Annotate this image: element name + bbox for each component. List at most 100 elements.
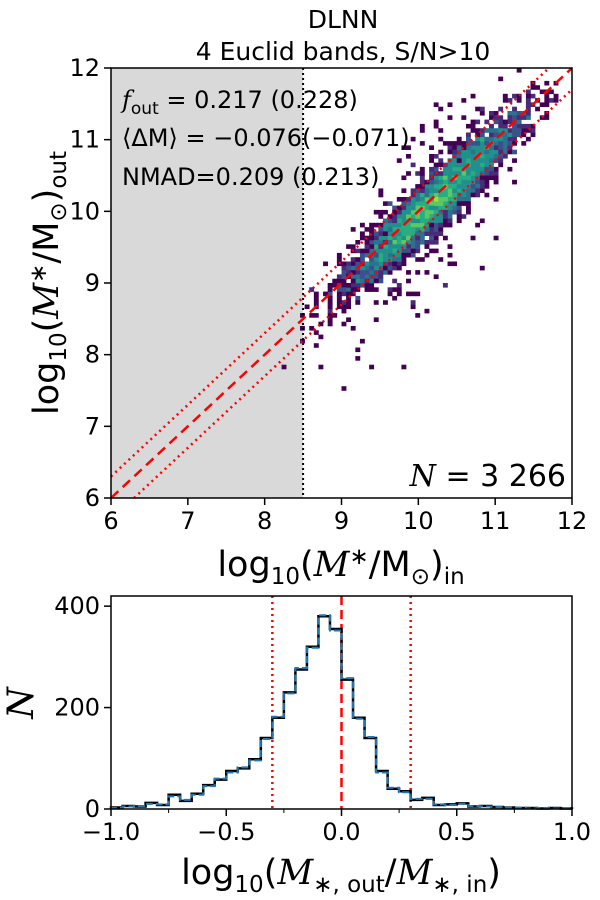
heatmap-cell [479,162,485,168]
heatmap-cell [382,235,388,241]
heatmap-cell [548,98,554,103]
heatmap-cell [387,265,393,271]
heatmap-cell [442,283,448,288]
heatmap-cell [429,184,434,189]
heatmap-cell [433,205,439,211]
heatmap-cell [369,287,375,292]
heatmap-cell [530,132,536,138]
heatmap-cell [378,214,384,219]
heatmap-cell [373,252,379,258]
heatmap-cell [346,244,352,249]
heatmap-cell [447,115,453,120]
heatmap-cell [341,321,347,327]
heatmap-cell [516,111,522,116]
heatmap-cell [373,231,379,236]
heatmap-cell [433,188,439,193]
heatmap-cell [415,248,421,254]
heatmap-cell [502,98,508,103]
heatmap-cell [498,128,504,133]
heatmap-cell [313,313,319,318]
heatmap-cell [442,218,448,224]
heatmap-cell [512,132,517,138]
heatmap-cell [507,132,513,138]
y-tick-label: 11 [69,126,100,154]
heatmap-cell [456,214,462,219]
heatmap-cell [530,93,536,99]
heatmap-cell [392,248,398,254]
heatmap-cell [470,162,476,168]
heatmap-cell [373,300,379,305]
heatmap-cell [502,154,508,159]
density-heatmap [281,68,559,391]
heatmap-cell [475,141,481,146]
heatmap-cell [313,343,319,348]
heatmap-cell [447,261,453,267]
heatmap-cell [461,179,467,185]
heatmap-cell [364,261,370,267]
heatmap-cell [452,145,458,150]
top-y-label: log10(M∗/M⊙)out [26,151,72,415]
heatmap-cell [447,244,453,249]
heatmap-cell [373,317,379,322]
heatmap-cell [401,227,407,232]
heatmap-cell [544,93,550,99]
heatmap-cell [378,188,384,193]
heatmap-cell [465,158,471,163]
heatmap-cell [327,283,333,288]
heatmap-cell [475,171,481,176]
heatmap-cell [470,145,476,150]
heatmap-cell [502,123,508,129]
heatmap-cell [493,128,499,133]
heatmap-cell [438,175,444,181]
heatmap-cell [392,205,398,211]
heatmap-cell [350,227,356,232]
heatmap-cell [507,166,513,172]
heatmap-cell [438,214,444,219]
heatmap-cell [336,278,342,284]
heatmap-cell [544,80,550,86]
heatmap-cell [456,218,462,224]
heatmap-cell [392,295,398,301]
heatmap-cell [336,300,342,305]
heatmap-cell [470,154,476,159]
heatmap-cell [369,240,375,245]
heatmap-cell [461,149,467,155]
heatmap-cell [489,111,494,116]
heatmap-cell [507,115,513,120]
heatmap-cell [521,123,527,129]
heatmap-cell [502,149,508,155]
heatmap-cell [433,179,439,185]
heatmap-cell [498,145,504,150]
heatmap-cell [438,201,444,206]
heatmap-cell [410,162,416,168]
heatmap-cell [465,201,471,206]
heatmap-cell [341,261,347,267]
heatmap-cell [447,209,453,215]
heatmap-cell [410,231,416,236]
heatmap-cell [512,115,517,120]
heatmap-cell [442,214,448,219]
heatmap-cell [438,162,444,168]
heatmap-cell [350,265,356,271]
heatmap-cell [447,184,453,189]
heatmap-cell [475,149,481,155]
heatmap-cell [341,304,347,310]
x-tick-label: 0.0 [322,818,360,846]
heatmap-cell [396,235,402,241]
heatmap-cell [438,209,444,215]
heatmap-cell [433,222,439,228]
heatmap-cell [456,154,462,159]
heatmap-cell [396,197,402,202]
heatmap-cell [373,235,379,241]
heatmap-cell [415,197,421,202]
heatmap-cell [415,192,421,198]
heatmap-cell [406,222,411,228]
heatmap-cell [429,188,434,193]
heatmap-cell [396,265,402,271]
heatmap-cell [465,145,471,150]
heatmap-cell [401,205,407,211]
heatmap-cell [424,240,430,245]
heatmap-cell [544,98,550,103]
heatmap-cell [410,304,416,310]
heatmap-cell [479,265,485,271]
